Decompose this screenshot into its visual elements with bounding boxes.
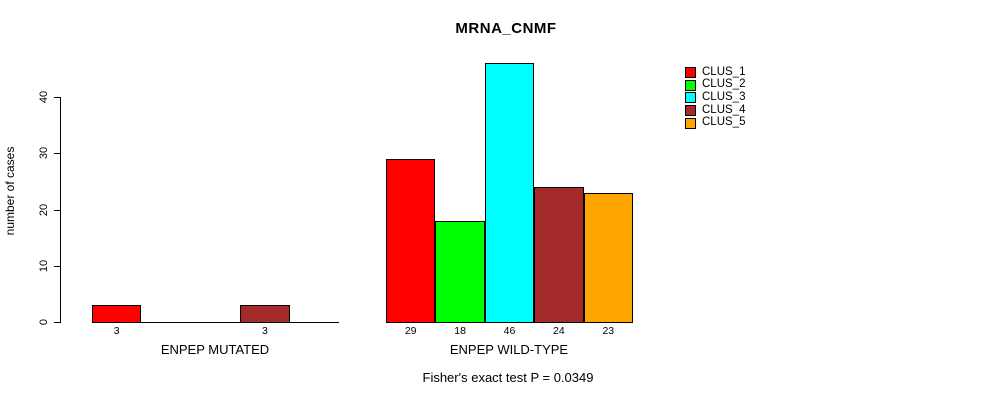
bar-clus_4: [240, 305, 290, 323]
legend-swatch-clus_1: [685, 67, 696, 78]
y-tick: [54, 322, 60, 323]
y-tick: [54, 153, 60, 155]
y-tick-label: 20: [38, 203, 50, 216]
bar-clus_3: [484, 63, 535, 323]
y-tick-label: 30: [38, 147, 50, 160]
legend-label-clus_1: CLUS_1: [702, 65, 746, 78]
y-tick-label: 40: [38, 90, 50, 104]
bar-clus_1: [386, 158, 436, 323]
bar-value-label: 3: [261, 325, 268, 337]
bar-value-label: 29: [404, 325, 417, 337]
y-axis: [60, 97, 61, 323]
legend-label-clus_5: CLUS_5: [702, 116, 746, 129]
legend-swatch-clus_3: [685, 92, 696, 104]
bar-clus_5: [583, 192, 633, 323]
x-axis-baseline: [92, 322, 339, 323]
group-label-enpep-wild-type: ENPEP WILD-TYPE: [449, 342, 569, 357]
bar-value-label: 24: [553, 325, 565, 337]
y-axis-label: number of cases: [3, 146, 17, 236]
bar-value-label: 23: [602, 325, 615, 337]
bar-value-label: 3: [113, 325, 120, 337]
chart-title: MRNA_CNMF: [455, 20, 557, 37]
y-tick: [54, 97, 60, 98]
legend-label-clus_3: CLUS_3: [702, 90, 746, 103]
fishers-test-annotation: Fisher's exact test P = 0.0349: [422, 370, 594, 385]
y-tick: [54, 265, 60, 267]
bar-clus_2: [435, 220, 485, 323]
legend-label-clus_2: CLUS_2: [702, 78, 746, 91]
bar-value-label: 18: [454, 325, 466, 337]
group-label-enpep-mutated: ENPEP MUTATED: [160, 342, 270, 357]
bar-clus_4: [534, 187, 584, 323]
bar-value-label: 46: [503, 325, 516, 337]
y-tick-label: 0: [38, 318, 50, 326]
y-tick: [54, 209, 60, 211]
legend-swatch-clus_5: [685, 117, 696, 129]
y-tick-label: 10: [38, 259, 50, 272]
bar-clus_1: [92, 305, 142, 323]
legend-label-clus_4: CLUS_4: [702, 103, 746, 116]
legend-swatch-clus_2: [685, 79, 696, 91]
legend-swatch-clus_4: [685, 105, 696, 117]
